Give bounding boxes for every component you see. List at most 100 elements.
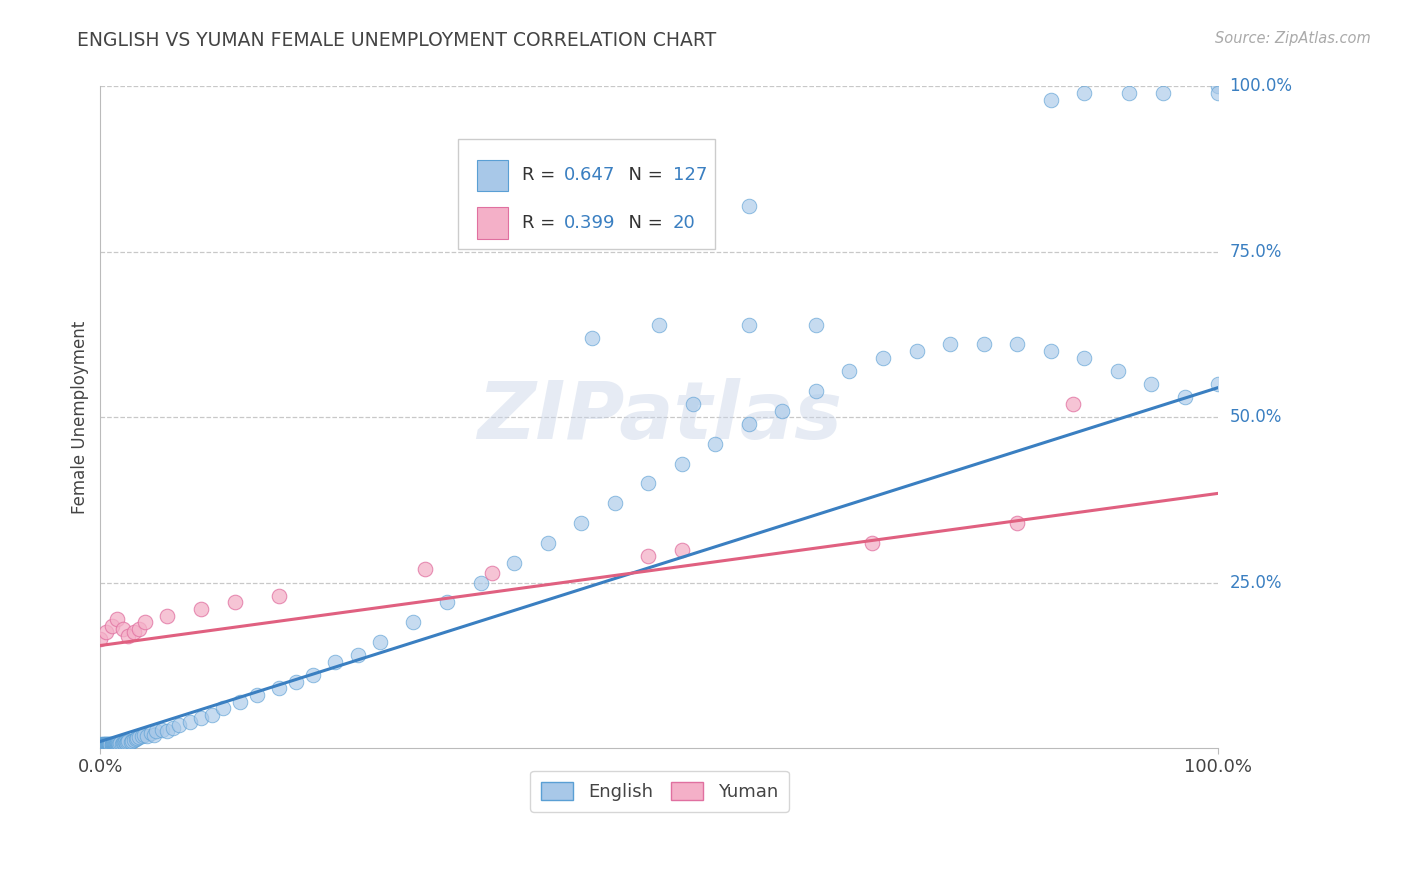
Point bbox=[96, 738, 118, 752]
Point bbox=[105, 738, 128, 752]
Point bbox=[139, 726, 162, 740]
Point bbox=[838, 364, 860, 378]
Point bbox=[738, 198, 761, 212]
Point bbox=[117, 629, 139, 643]
Point bbox=[100, 738, 122, 752]
Point bbox=[973, 337, 995, 351]
Point bbox=[269, 681, 291, 696]
Point bbox=[94, 739, 117, 753]
Text: 20: 20 bbox=[673, 214, 696, 232]
Point bbox=[98, 739, 121, 753]
Point bbox=[190, 602, 212, 616]
Point bbox=[90, 738, 112, 752]
Point bbox=[94, 738, 117, 752]
Text: 0.647: 0.647 bbox=[564, 167, 616, 185]
Text: ZIPatlas: ZIPatlas bbox=[477, 378, 842, 456]
Point bbox=[111, 736, 134, 750]
Point bbox=[97, 739, 120, 753]
Point bbox=[115, 736, 138, 750]
Point bbox=[107, 738, 129, 752]
Point bbox=[128, 731, 150, 745]
Point bbox=[91, 737, 114, 751]
Point bbox=[143, 728, 166, 742]
Point bbox=[201, 708, 224, 723]
Point bbox=[127, 731, 149, 745]
Point bbox=[323, 655, 346, 669]
Point bbox=[860, 536, 883, 550]
Point bbox=[229, 695, 252, 709]
Point bbox=[101, 737, 124, 751]
Point bbox=[94, 738, 117, 752]
Point bbox=[100, 738, 122, 752]
Point bbox=[94, 738, 117, 752]
Point bbox=[105, 612, 128, 626]
Point bbox=[100, 737, 122, 751]
Point bbox=[1208, 377, 1230, 392]
Point bbox=[98, 738, 121, 752]
Text: 25.0%: 25.0% bbox=[1230, 574, 1282, 591]
Point bbox=[569, 516, 592, 530]
Point bbox=[91, 738, 114, 752]
Point bbox=[1174, 391, 1197, 405]
Point bbox=[1062, 397, 1084, 411]
Point bbox=[481, 566, 503, 580]
Point bbox=[770, 403, 793, 417]
Point bbox=[1152, 86, 1174, 100]
Point bbox=[93, 739, 115, 753]
FancyBboxPatch shape bbox=[458, 139, 716, 249]
Point bbox=[93, 738, 115, 752]
Text: 50.0%: 50.0% bbox=[1230, 409, 1282, 426]
Point bbox=[91, 738, 114, 752]
Point bbox=[100, 739, 122, 753]
Point bbox=[107, 736, 129, 750]
Point bbox=[637, 476, 659, 491]
Point bbox=[402, 615, 425, 630]
Point bbox=[132, 728, 155, 742]
Point bbox=[1107, 364, 1129, 378]
Point bbox=[1208, 86, 1230, 100]
Point bbox=[125, 732, 148, 747]
Point bbox=[470, 575, 492, 590]
Point bbox=[101, 738, 124, 752]
Text: N =: N = bbox=[617, 167, 668, 185]
Point bbox=[94, 737, 117, 751]
Point bbox=[94, 625, 117, 640]
Point bbox=[1118, 86, 1140, 100]
Point bbox=[105, 738, 128, 752]
Point bbox=[872, 351, 894, 365]
Point bbox=[536, 536, 558, 550]
Point bbox=[121, 733, 143, 747]
Point bbox=[162, 721, 184, 735]
Point bbox=[94, 737, 117, 751]
Point bbox=[114, 735, 136, 749]
Point bbox=[603, 496, 626, 510]
Point bbox=[1005, 516, 1028, 530]
Point bbox=[301, 668, 323, 682]
Legend: English, Yuman: English, Yuman bbox=[530, 771, 789, 812]
Point bbox=[156, 608, 179, 623]
Point bbox=[100, 738, 122, 752]
Point bbox=[1039, 93, 1062, 107]
Point bbox=[145, 724, 167, 739]
Point bbox=[96, 737, 118, 751]
Point bbox=[682, 397, 704, 411]
Point bbox=[93, 738, 115, 752]
Point bbox=[212, 701, 235, 715]
Y-axis label: Female Unemployment: Female Unemployment bbox=[72, 320, 89, 514]
Text: R =: R = bbox=[522, 214, 561, 232]
Point bbox=[90, 738, 112, 752]
Point bbox=[368, 635, 391, 649]
Text: R =: R = bbox=[522, 167, 561, 185]
Point bbox=[1039, 344, 1062, 359]
Point bbox=[905, 344, 928, 359]
Point bbox=[704, 436, 727, 450]
Point bbox=[738, 318, 761, 332]
Point bbox=[100, 737, 122, 751]
Point bbox=[115, 735, 138, 749]
Point bbox=[939, 337, 962, 351]
Point bbox=[436, 595, 458, 609]
Point bbox=[111, 622, 134, 636]
Point bbox=[167, 718, 190, 732]
Point bbox=[90, 737, 112, 751]
Point bbox=[581, 331, 603, 345]
